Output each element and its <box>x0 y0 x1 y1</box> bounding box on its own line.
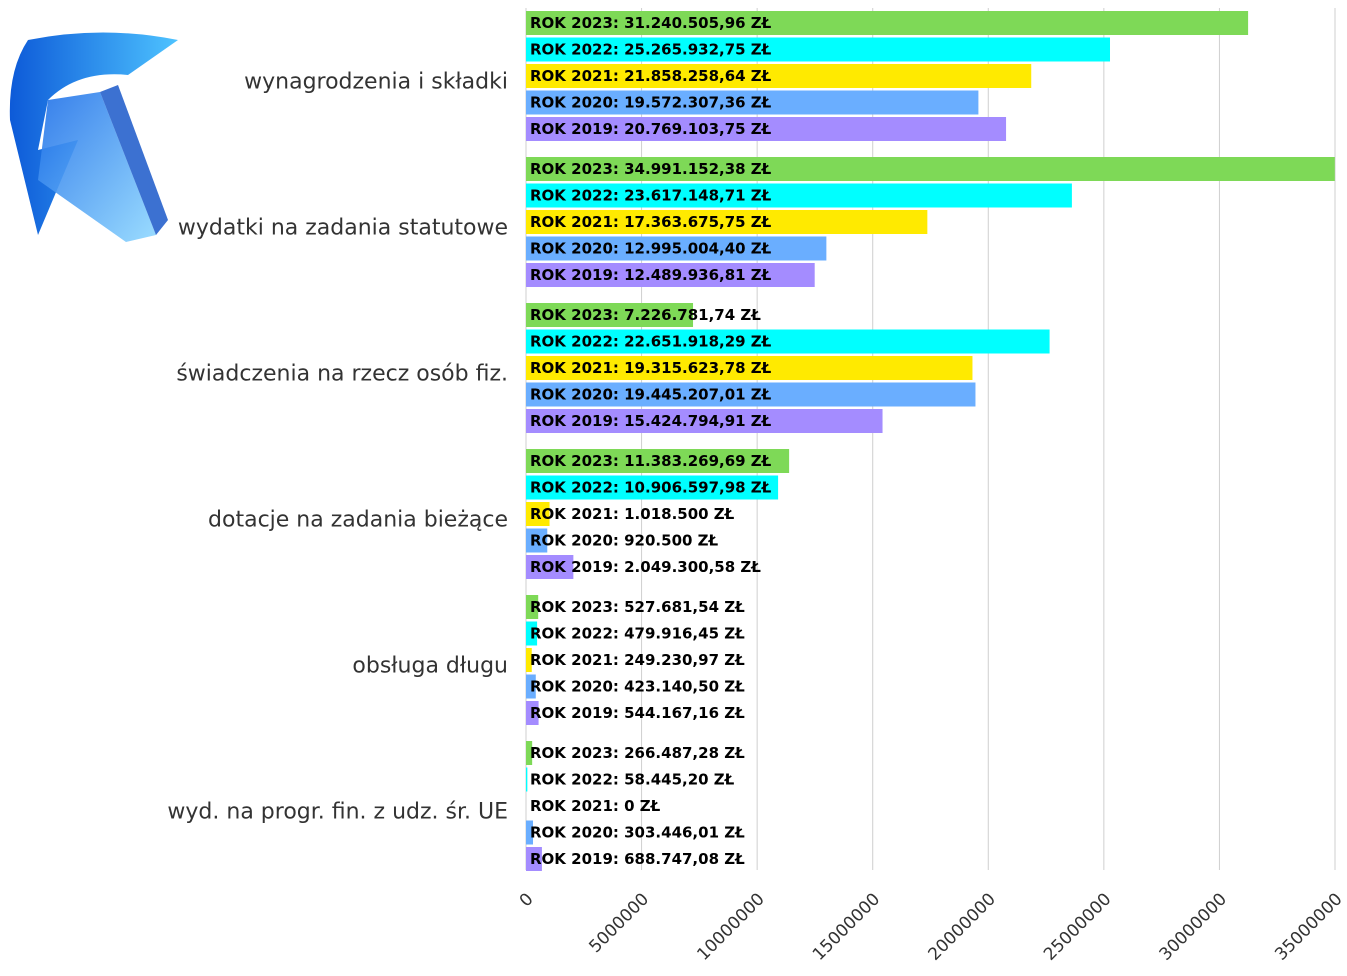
x-tick-label: 25000000 <box>1040 889 1115 964</box>
bar <box>526 263 815 287</box>
bar-data-label: ROK 2019: 20.769.103,75 ZŁ <box>530 120 772 138</box>
data-labels: ROK 2023: 31.240.505,96 ZŁ ROK 2022: 25.2… <box>530 14 772 868</box>
bar-data-label: ROK 2021: 1.018.500 ZŁ <box>530 505 735 523</box>
category-labels: wynagrodzenia i składki wydatki na zadani… <box>167 69 508 824</box>
bar-data-label: ROK 2020: 19.445.207,01 ZŁ <box>530 386 772 404</box>
bar <box>526 648 532 672</box>
bar-data-label: ROK 2023: 31.240.505,96 ZŁ <box>530 14 772 32</box>
bar-data-label: ROK 2023: 34.991.152,38 ZŁ <box>530 160 772 178</box>
bar <box>526 303 694 327</box>
x-tick-label: 10000000 <box>693 889 768 964</box>
bar <box>526 37 1111 62</box>
bar-data-label: ROK 2022: 22.651.918,29 ZŁ <box>530 333 772 351</box>
bar <box>526 157 1335 181</box>
bar-data-label: ROK 2019: 12.489.936,81 ZŁ <box>530 266 772 284</box>
bar <box>526 236 827 261</box>
bar <box>526 90 979 115</box>
bar-data-label: ROK 2019: 688.747,08 ZŁ <box>530 850 745 868</box>
bar-data-label: ROK 2023: 266.487,28 ZŁ <box>530 744 745 762</box>
bar <box>526 329 1050 354</box>
x-tick-label: 0 <box>516 889 538 911</box>
bar-data-label: ROK 2019: 544.167,16 ZŁ <box>530 704 745 722</box>
bar <box>526 409 883 433</box>
category-label: wydatki na zadania statutowe <box>178 215 508 240</box>
bar-data-label: ROK 2020: 12.995.004,40 ZŁ <box>530 240 772 258</box>
bar-data-label: ROK 2020: 19.572.307,36 ZŁ <box>530 94 772 112</box>
bar-data-label: ROK 2022: 479.916,45 ZŁ <box>530 625 745 643</box>
bar <box>526 117 1007 141</box>
bar-data-label: ROK 2022: 25.265.932,75 ZŁ <box>530 41 772 59</box>
bar <box>526 11 1249 35</box>
bar <box>526 621 538 646</box>
category-label: wynagrodzenia i składki <box>244 69 508 94</box>
bar-data-label: ROK 2021: 19.315.623,78 ZŁ <box>530 359 772 377</box>
bar <box>526 767 528 792</box>
bar-data-label: ROK 2022: 23.617.148,71 ZŁ <box>530 187 772 205</box>
bar-data-label: ROK 2022: 10.906.597,98 ZŁ <box>530 479 772 497</box>
bar <box>526 382 976 407</box>
bar <box>526 183 1072 208</box>
bar <box>526 741 533 765</box>
x-axis-tick-labels: 0 5000000 10000000 15000000 20000000 25000000… <box>516 889 1347 964</box>
bar-data-label: ROK 2023: 7.226.781,74 ZŁ <box>530 306 761 324</box>
category-label: dotacje na zadania bieżące <box>208 507 508 532</box>
logo-arrow-icon <box>9 32 179 242</box>
bar-data-label: ROK 2023: 527.681,54 ZŁ <box>530 598 745 616</box>
bar-data-label: ROK 2021: 17.363.675,75 ZŁ <box>530 213 772 231</box>
bar-data-label: ROK 2020: 920.500 ZŁ <box>530 532 719 550</box>
bar-data-label: ROK 2021: 21.858.258,64 ZŁ <box>530 67 772 85</box>
bar <box>526 356 973 380</box>
bars <box>526 11 1335 871</box>
bar <box>526 475 779 500</box>
category-label: wyd. na progr. fin. z udz. śr. UE <box>167 799 508 824</box>
bar <box>526 595 539 619</box>
x-tick-label: 5000000 <box>585 889 653 957</box>
grid-lines <box>525 8 1336 870</box>
bar <box>526 674 536 699</box>
bar <box>526 210 928 234</box>
bar <box>526 555 574 579</box>
bar <box>526 701 539 725</box>
bar-data-label: ROK 2021: 249.230,97 ZŁ <box>530 651 745 669</box>
x-tick-label: 15000000 <box>809 889 884 964</box>
category-label: świadczenia na rzecz osób fiz. <box>176 361 508 386</box>
category-label: obsługa długu <box>352 653 508 678</box>
bar-data-label: ROK 2020: 303.446,01 ZŁ <box>530 824 745 842</box>
bar-data-label: ROK 2019: 2.049.300,58 ZŁ <box>530 558 761 576</box>
x-tick-label: 20000000 <box>924 889 999 964</box>
bar <box>526 502 550 526</box>
bar-data-label: ROK 2021: 0 ZŁ <box>530 797 661 815</box>
bar <box>526 449 790 473</box>
bar-data-label: ROK 2023: 11.383.269,69 ZŁ <box>530 452 772 470</box>
bar <box>526 64 1032 88</box>
bar <box>526 820 534 845</box>
x-tick-label: 35000000 <box>1271 889 1346 964</box>
bar-data-label: ROK 2019: 15.424.794,91 ZŁ <box>530 412 772 430</box>
bar-data-label: ROK 2022: 58.445,20 ZŁ <box>530 771 735 789</box>
x-tick-label: 30000000 <box>1156 889 1231 964</box>
bar <box>526 847 542 871</box>
bar-data-label: ROK 2020: 423.140,50 ZŁ <box>530 678 745 696</box>
bar <box>526 528 548 553</box>
